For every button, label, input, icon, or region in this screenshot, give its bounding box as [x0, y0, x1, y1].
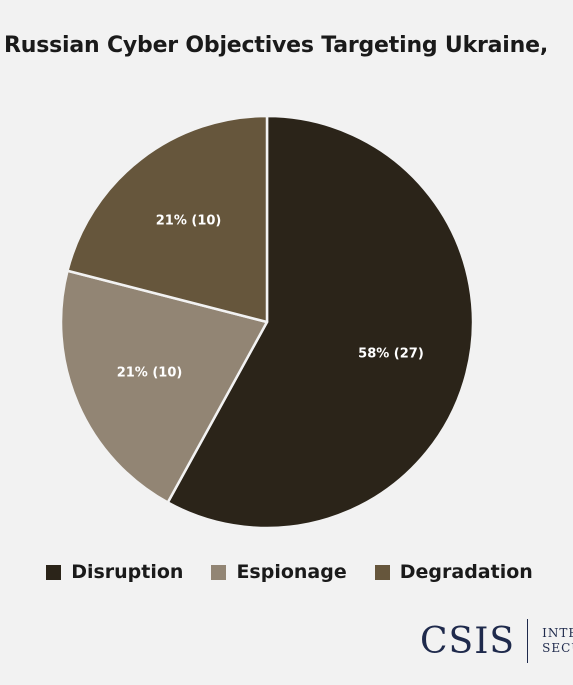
- csis-logo: CSIS INTE SECU: [420, 619, 573, 663]
- legend-label-disruption: Disruption: [71, 561, 184, 583]
- logo-subtitle-line-2: SECU: [542, 641, 573, 655]
- legend-item-disruption: Disruption: [46, 561, 183, 583]
- slice-label-degradation: 21% (10): [156, 213, 222, 228]
- legend-item-degradation: Degradation: [374, 561, 533, 583]
- chart-legend: Disruption Espionage Degradation: [0, 561, 573, 583]
- pie-slice-degradation: [66, 114, 269, 324]
- pie-slice-disruption: [166, 114, 475, 530]
- chart-title: : Russian Cyber Objectives Targeting Ukr…: [0, 33, 548, 58]
- slice-label-espionage: 21% (10): [117, 365, 183, 380]
- slice-label-disruption: 58% (27): [358, 346, 424, 361]
- legend-label-espionage: Espionage: [236, 561, 347, 583]
- legend-label-degradation: Degradation: [399, 561, 533, 583]
- legend-swatch-disruption: [46, 564, 62, 580]
- logo-divider: [527, 619, 529, 663]
- legend-item-espionage: Espionage: [211, 561, 347, 583]
- logo-subtitle-line-1: INTE: [542, 626, 573, 640]
- logo-wordmark: CSIS: [420, 620, 516, 662]
- pie-slice-espionage: [59, 269, 269, 504]
- logo-subtitle: INTE SECU: [542, 626, 573, 656]
- legend-swatch-espionage: [211, 564, 227, 580]
- legend-swatch-degradation: [374, 564, 390, 580]
